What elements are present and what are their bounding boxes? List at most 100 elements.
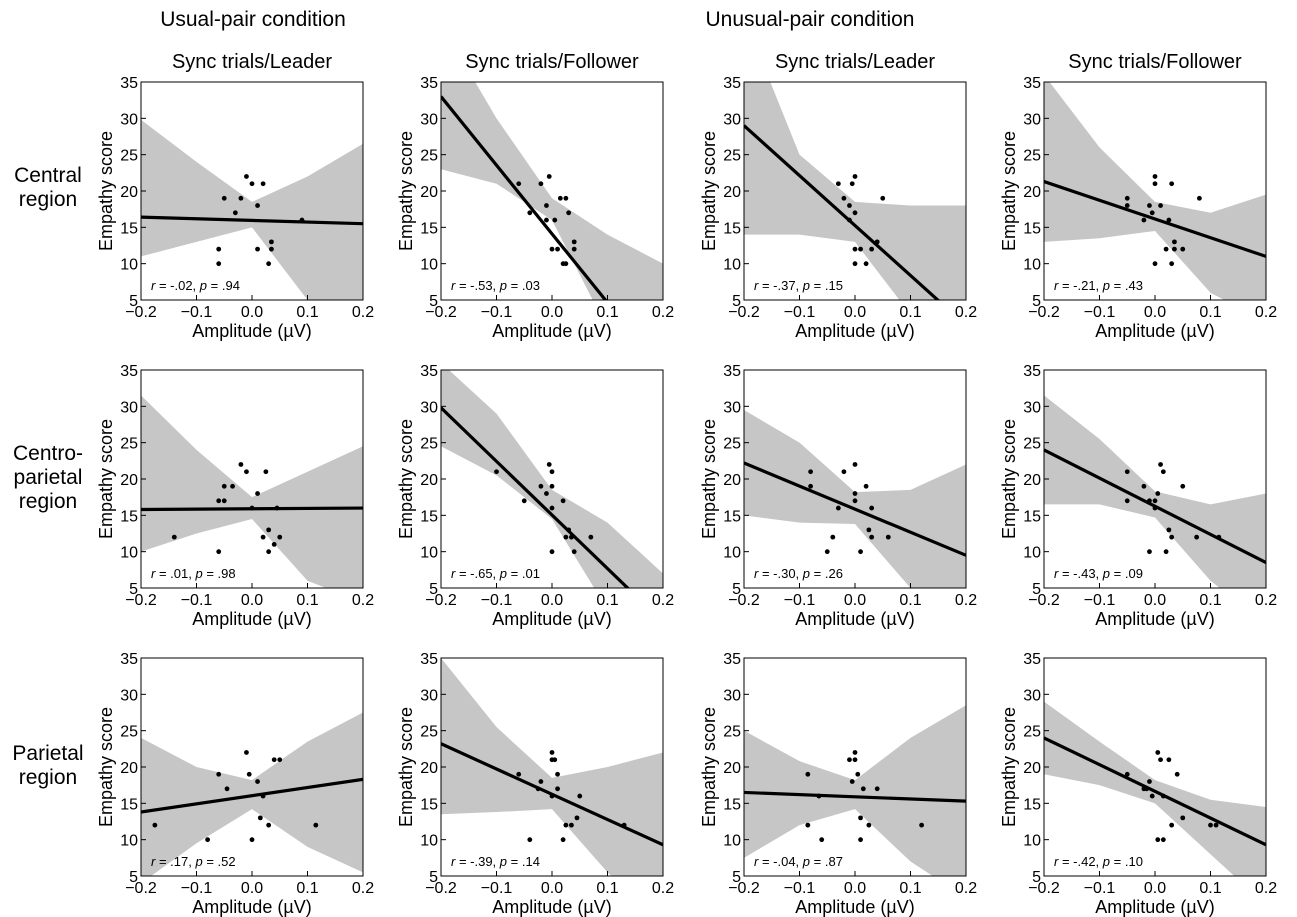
y-tick-label: 15 (723, 508, 741, 525)
data-point (1172, 239, 1177, 245)
x-tick-label: 0.2 (1255, 304, 1277, 321)
data-point (255, 491, 260, 496)
data-point (869, 246, 875, 252)
data-point (841, 469, 847, 475)
data-point (1158, 203, 1163, 208)
data-point (852, 498, 858, 504)
data-point (238, 462, 244, 467)
data-point (1124, 469, 1130, 475)
confidence-band (441, 370, 663, 588)
data-point (271, 542, 277, 547)
annotation-p-label: p (499, 566, 507, 581)
correlation-annotation: r = -.43, p = .09 (1054, 566, 1143, 581)
y-tick-label: 5 (429, 869, 438, 886)
annotation-r-label: r (151, 278, 156, 293)
x-tick-label: 0.1 (1199, 304, 1221, 321)
correlation-annotation: r = -.37, p = .15 (754, 278, 843, 293)
x-tick-label: 0.0 (541, 592, 563, 609)
annotation-p-label: p (1102, 278, 1110, 293)
data-point (1208, 822, 1213, 828)
annotation-r-value: = -.42, (1058, 854, 1102, 869)
data-point (260, 181, 266, 187)
annotation-p-value: = .98 (203, 566, 236, 581)
data-point (249, 181, 255, 187)
x-tick-label: 0.2 (1255, 880, 1277, 897)
y-tick-label: 25 (120, 148, 138, 165)
chart-panel-11: 5 10 15 20 25 30 35 −0.2 −0.1 0.0 0.1 0.2 Amplitude … (999, 651, 1277, 917)
data-point (1194, 534, 1200, 540)
y-tick-label: 20 (1023, 760, 1041, 777)
y-tick-label: 10 (1023, 257, 1041, 274)
y-tick-label: 10 (723, 257, 741, 274)
data-point (277, 757, 283, 763)
data-point (552, 757, 558, 763)
data-point (1197, 195, 1202, 201)
x-tick-label: −0.2 (125, 304, 157, 321)
data-point (1147, 498, 1152, 504)
data-point (563, 534, 569, 540)
x-tick-label: 0.0 (241, 880, 263, 897)
data-point (569, 534, 574, 540)
x-axis-label: Amplitude (µV) (192, 897, 311, 917)
annotation-p-value: = .01 (507, 566, 540, 581)
row-label-centroparietal-line2: parietal (13, 466, 83, 489)
x-tick-label: 0.0 (844, 592, 866, 609)
y-tick-label: 5 (429, 581, 438, 598)
x-tick-label: 0.0 (1144, 592, 1166, 609)
data-point (819, 837, 825, 843)
row-label-central-line1: Central (14, 164, 82, 187)
data-point (1147, 549, 1152, 555)
data-point (244, 469, 249, 475)
data-point (221, 483, 227, 489)
data-point (1152, 181, 1158, 187)
data-point (538, 181, 544, 187)
data-point (1163, 549, 1169, 555)
data-point (808, 483, 813, 489)
y-tick-label: 25 (1023, 724, 1041, 741)
data-point (563, 261, 569, 267)
data-point (858, 246, 863, 252)
y-tick-label: 25 (723, 724, 741, 741)
y-tick-label: 35 (1023, 363, 1041, 380)
y-tick-label: 15 (420, 220, 438, 237)
data-point (249, 837, 255, 843)
x-tick-label: −0.2 (425, 880, 457, 897)
y-tick-label: 15 (723, 220, 741, 237)
confidence-band (744, 82, 966, 300)
y-tick-label: 20 (120, 184, 138, 201)
data-point (1160, 837, 1166, 843)
data-point (1160, 793, 1166, 799)
row-label-central-line2: region (18, 188, 78, 211)
y-tick-label: 10 (420, 545, 438, 562)
y-tick-label: 30 (723, 111, 741, 128)
y-tick-label: 10 (1023, 545, 1041, 562)
data-point (577, 793, 583, 799)
data-point (1166, 757, 1172, 763)
data-point (1180, 483, 1186, 489)
data-point (1158, 462, 1163, 467)
annotation-p-label: p (1102, 566, 1110, 581)
data-point (1169, 822, 1175, 828)
panel-title: Sync trials/Leader (172, 51, 332, 73)
x-axis-label: Amplitude (µV) (795, 897, 914, 917)
annotation-p-value: = .09 (1110, 566, 1143, 581)
data-point (277, 534, 283, 540)
data-point (549, 469, 555, 475)
annotation-r-label: r (151, 854, 156, 869)
y-tick-label: 30 (420, 111, 438, 128)
data-point (269, 246, 274, 252)
data-point (571, 239, 577, 245)
x-tick-label: −0.2 (728, 304, 760, 321)
annotation-p-value: = .14 (507, 854, 540, 869)
x-tick-label: 0.1 (1199, 880, 1221, 897)
row-label-centroparietal: Centro- parietal region (0, 442, 96, 514)
data-point (852, 210, 858, 216)
data-point (549, 505, 555, 511)
data-point (246, 771, 252, 777)
y-tick-label: 25 (420, 436, 438, 453)
annotation-r-value: = -.53, (455, 278, 499, 293)
data-point (238, 195, 244, 201)
data-point (263, 469, 269, 475)
data-point (847, 217, 852, 223)
y-axis-label: Empathy score (699, 419, 719, 539)
